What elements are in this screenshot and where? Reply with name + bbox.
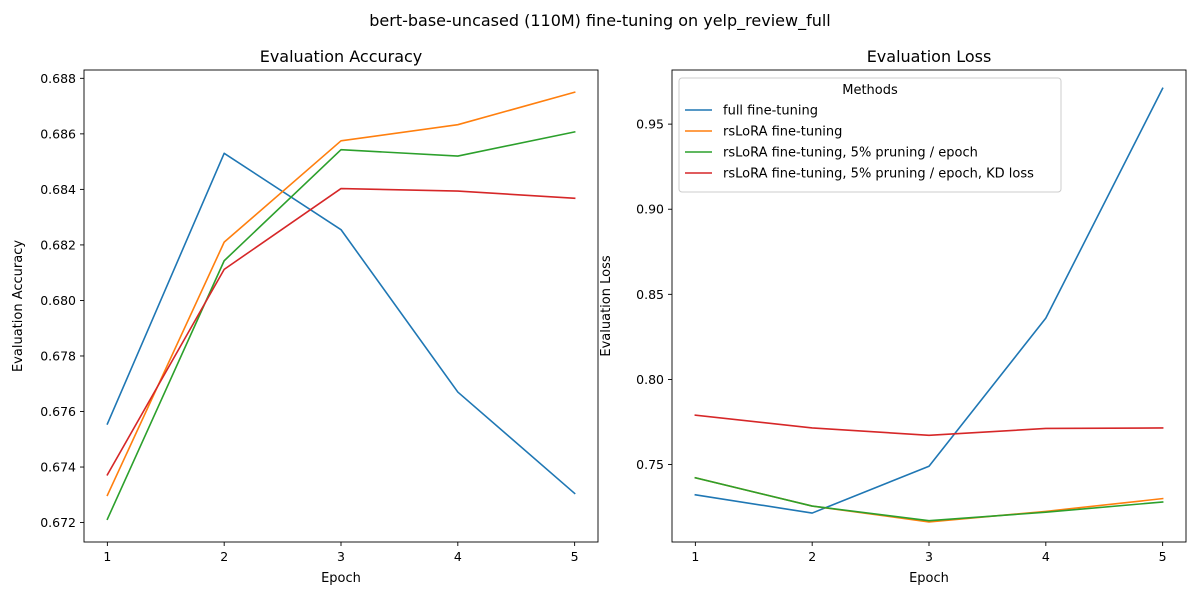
accuracy-series-line-3 [106,130,576,521]
figure-suptitle: bert-base-uncased (110M) fine-tuning on … [369,11,830,31]
loss-x-tick-label: 3 [925,549,933,564]
accuracy-y-tick-label: 0.674 [40,460,76,475]
loss-x-tick-label: 4 [1042,549,1050,564]
loss-y-tick-label: 0.75 [636,457,664,472]
loss-x-axis-label: Epoch [909,571,949,586]
accuracy-chart-title: Evaluation Accuracy [260,47,423,66]
legend-entry-label-4: rsLoRA fine-tuning, 5% pruning / epoch, … [723,167,1034,182]
accuracy-x-tick-label: 4 [454,549,462,564]
accuracy-series-line-1 [106,152,576,495]
loss-y-tick-label: 0.90 [636,202,664,217]
loss-series-group [694,87,1164,523]
loss-y-axis-label: Evaluation Loss [599,255,614,356]
legend-entry-label-1: full fine-tuning [723,104,818,119]
loss-y-tick-label: 0.80 [636,372,664,387]
legend-entry-label-3: rsLoRA fine-tuning, 5% pruning / epoch [723,146,978,161]
accuracy-y-tick-label: 0.680 [40,293,76,308]
legend-entry-label-2: rsLoRA fine-tuning [723,125,842,140]
accuracy-x-tick-label: 3 [337,549,345,564]
accuracy-x-axis-label: Epoch [321,571,361,586]
accuracy-y-tick-label: 0.676 [40,404,76,419]
accuracy-x-tick-label: 1 [103,549,111,564]
accuracy-y-tick-label: 0.686 [40,126,76,141]
accuracy-y-axis-label: Evaluation Accuracy [11,240,26,372]
accuracy-x-tick-label: 5 [571,549,579,564]
loss-y-tick-label: 0.85 [636,287,664,302]
loss-chart-title: Evaluation Loss [867,47,992,66]
loss-y-tick-label: 0.95 [636,117,664,132]
accuracy-series-group [106,91,576,521]
loss-series-line-3 [694,476,1164,522]
loss-x-tick-label: 2 [808,549,816,564]
accuracy-y-tick-label: 0.678 [40,348,76,363]
legend-box [678,77,1062,193]
accuracy-y-tick-label: 0.672 [40,515,76,530]
loss-x-tick-label: 1 [691,549,699,564]
accuracy-y-tick-label: 0.688 [40,71,76,86]
accuracy-series-line-4 [106,187,576,476]
loss-x-tick-label: 5 [1159,549,1167,564]
loss-series-line-4 [694,414,1164,437]
accuracy-series-line-2 [106,91,576,497]
loss-series-line-1 [694,87,1164,514]
loss-chart-panel: Evaluation Loss 1 2 3 4 5 0.75 0.80 0.85 0.90 0.95… [599,47,1187,586]
loss-legend: Methods full fine-tuning rsLoRA fine-tunin… [678,77,1062,193]
accuracy-chart-panel: Evaluation Accuracy 1 2 3 4 5 0.672 0.674 0.676 0… [11,47,599,586]
legend-title: Methods [842,83,898,98]
accuracy-x-tick-label: 2 [220,549,228,564]
accuracy-y-tick-label: 0.682 [40,237,76,252]
accuracy-y-tick-label: 0.684 [40,182,76,197]
